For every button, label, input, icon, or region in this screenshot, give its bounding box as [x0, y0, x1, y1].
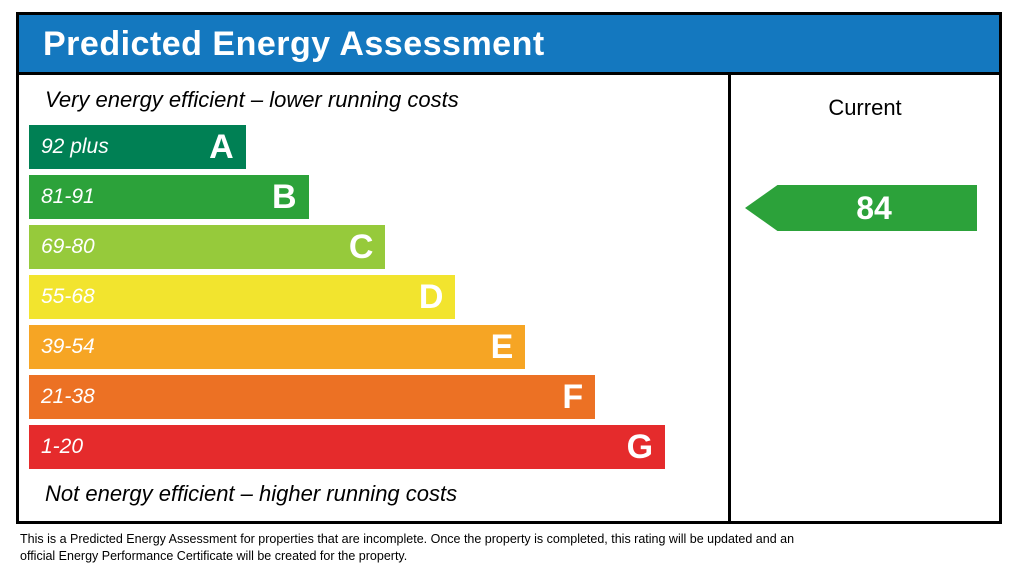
- band-c-range: 69-80: [41, 235, 95, 258]
- band-g-letter: G: [626, 428, 654, 466]
- band-f-range: 21-38: [41, 385, 95, 408]
- band-e-letter: E: [490, 328, 514, 366]
- current-column-header: Current: [828, 95, 902, 120]
- current-rating-column: Current 84: [731, 75, 999, 521]
- rating-scale-column: Very energy efficient – lower running co…: [19, 75, 731, 521]
- current-rating-arrow: 84: [745, 185, 977, 231]
- band-b-letter: B: [272, 178, 297, 216]
- band-c: 69-80 C: [29, 225, 386, 269]
- band-b-range: 81-91: [41, 185, 95, 208]
- band-a-letter: A: [209, 128, 234, 166]
- band-a: 92 plus A: [29, 125, 246, 169]
- band-f-letter: F: [562, 378, 584, 416]
- band-d-range: 55-68: [41, 285, 95, 308]
- band-e: 39-54 E: [29, 325, 526, 369]
- page-title: Predicted Energy Assessment: [19, 15, 999, 75]
- current-rating-value: 84: [856, 189, 892, 226]
- epc-body: Very energy efficient – lower running co…: [19, 75, 999, 521]
- bottom-scale-label: Not energy efficient – higher running co…: [45, 481, 458, 506]
- band-d: 55-68 D: [29, 275, 456, 319]
- top-scale-label: Very energy efficient – lower running co…: [45, 87, 459, 112]
- epc-chart-box: Predicted Energy Assessment Very energy …: [16, 12, 1002, 524]
- footnote-text: This is a Predicted Energy Assessment fo…: [20, 532, 795, 563]
- band-b: 81-91 B: [29, 175, 309, 219]
- band-g-range: 1-20: [41, 435, 84, 458]
- rating-bands: 92 plus A 81-91 B 69-80 C 55-68 D: [29, 125, 728, 469]
- band-d-letter: D: [418, 278, 444, 316]
- band-e-range: 39-54: [41, 335, 95, 358]
- band-g: 1-20 G: [29, 425, 666, 469]
- band-f: 21-38 F: [29, 375, 596, 419]
- band-a-range: 92 plus: [41, 135, 109, 158]
- band-c-letter: C: [348, 228, 374, 266]
